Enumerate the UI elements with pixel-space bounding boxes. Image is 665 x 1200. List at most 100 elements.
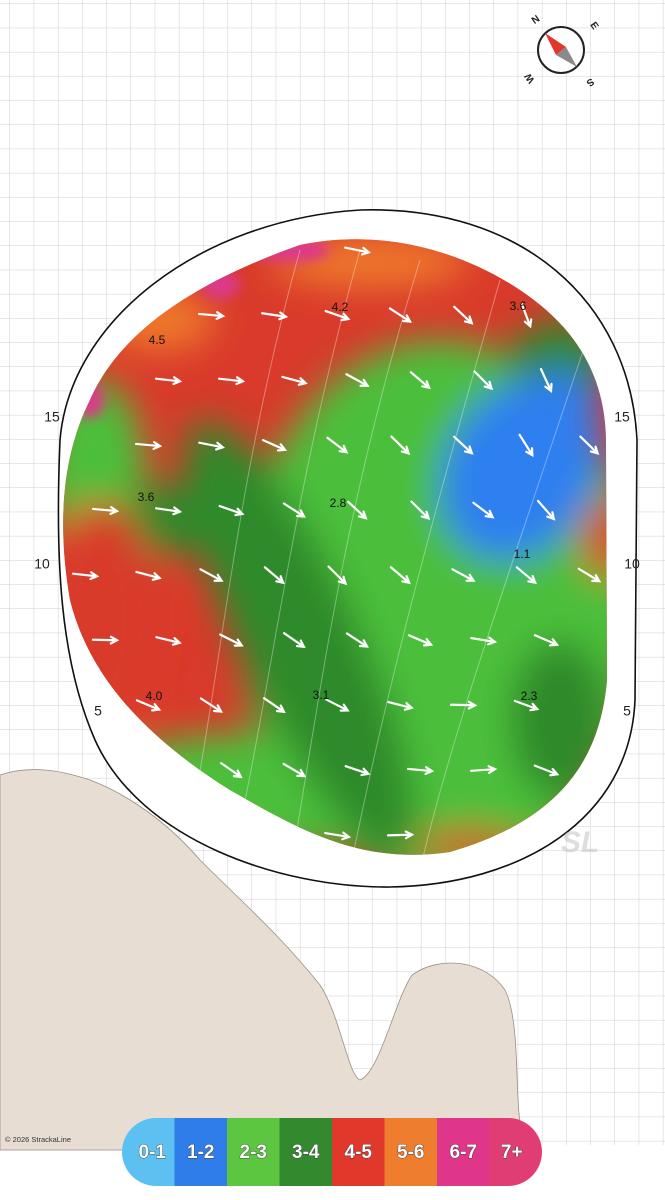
slope-arrow: [91, 506, 120, 515]
slope-arrow: [407, 634, 434, 647]
slope-arrow: [513, 699, 540, 712]
legend-label: 4-5: [345, 1142, 373, 1163]
slope-arrow: [406, 766, 435, 775]
slope-arrow: [515, 566, 537, 585]
slope-arrow: [154, 376, 183, 386]
legend-swatch: [174, 1118, 228, 1186]
legend-swatches: [122, 1118, 542, 1186]
legend-label: 2-3: [240, 1142, 267, 1163]
slope-arrow: [386, 830, 415, 840]
slope-arrow: [409, 371, 431, 390]
slope-arrow: [390, 435, 411, 456]
slope-arrow: [135, 570, 162, 581]
slope-arrow: [197, 311, 226, 320]
slope-label: 2.8: [330, 496, 347, 510]
slope-label: 4.2: [332, 300, 349, 314]
legend-label: 0-1: [139, 1142, 167, 1163]
slope-arrow: [533, 634, 560, 647]
slope-arrow: [469, 765, 498, 775]
slope-arrow: [345, 632, 370, 648]
slope-arrow: [536, 499, 556, 521]
slope-arrow: [326, 436, 349, 454]
legend: 0-1 1-2 2-3 3-4 4-5 5-6 6-7 7+: [122, 1118, 542, 1186]
legend-label: 3-4: [292, 1142, 320, 1163]
slope-arrow: [470, 636, 498, 646]
slope-arrow: [410, 500, 431, 521]
slope-arrow: [324, 309, 351, 322]
slope-arrow: [520, 302, 533, 329]
grid-label: 5: [623, 703, 631, 719]
legend-swatch: [227, 1118, 280, 1186]
slope-arrow: [518, 433, 534, 458]
legend-swatch: [384, 1118, 438, 1186]
slope-arrow: [344, 765, 371, 777]
watermark: SL: [561, 826, 599, 859]
slope-arrow: [539, 368, 553, 393]
slope-arrow: [453, 435, 474, 455]
grid-label: 15: [614, 409, 630, 425]
legend-swatch: [489, 1118, 542, 1186]
slope-label: 1.1: [514, 547, 531, 561]
slope-arrow: [283, 632, 306, 649]
slope-label: 3.6: [138, 490, 155, 504]
slope-arrow: [388, 307, 412, 323]
grid-label: 10: [34, 556, 50, 572]
slope-arrow: [155, 636, 182, 646]
legend-label: 5-6: [397, 1142, 424, 1163]
slope-arrow: [155, 506, 183, 516]
grid-label: 10: [624, 556, 640, 572]
slope-arrow: [325, 698, 350, 712]
grid-labels: 15 10 5 15 10 5: [34, 409, 640, 719]
legend-swatch: [437, 1118, 490, 1186]
slope-arrow: [135, 699, 162, 712]
slope-arrow: [261, 311, 289, 321]
slope-arrow: [219, 633, 244, 647]
slope-arrow: [198, 441, 226, 451]
slope-arrow: [71, 571, 100, 581]
slope-arrow: [577, 567, 602, 583]
slope-arrow: [282, 502, 307, 518]
slope-arrow: [324, 831, 352, 841]
legend-label: 7+: [501, 1142, 523, 1163]
slope-arrow: [389, 566, 411, 585]
slope-label: 4.5: [149, 333, 166, 347]
slope-arrow: [220, 762, 243, 779]
legend-swatch: [279, 1118, 333, 1186]
slope-arrow: [472, 501, 495, 519]
slope-arrow: [387, 701, 414, 711]
slope-arrow: [327, 565, 348, 586]
slope-arrows: [71, 246, 602, 841]
slope-arrow: [451, 568, 476, 582]
slope-arrow: [263, 697, 286, 714]
slope-arrow: [344, 246, 372, 256]
legend-swatch: [122, 1118, 175, 1186]
slope-arrow: [91, 635, 120, 645]
slope-arrow: [533, 764, 560, 777]
slope-arrow: [134, 441, 163, 450]
slope-arrow: [199, 697, 224, 713]
copyright: © 2026 StrackaLine: [5, 1135, 71, 1144]
grid-label: 5: [94, 703, 102, 719]
legend-label: 6-7: [450, 1142, 477, 1163]
slope-labels: 4.2 3.6 4.5 3.6 2.8 1.1 4.0 3.1 2.3: [138, 299, 538, 703]
slope-arrow: [473, 370, 494, 391]
legend-label: 1-2: [187, 1142, 214, 1163]
slope-label: 3.1: [313, 688, 330, 702]
slope-arrow: [218, 504, 245, 517]
slope-arrow: [347, 500, 368, 520]
slope-arrow: [217, 376, 246, 386]
slope-label: 2.3: [521, 689, 538, 703]
slope-arrow: [263, 566, 285, 585]
slope-arrow: [282, 762, 307, 778]
slope-arrow: [345, 373, 370, 387]
slope-label: 3.6: [510, 299, 527, 313]
slope-arrow: [199, 568, 224, 582]
slope-arrow: [449, 700, 478, 710]
slope-arrow: [281, 375, 308, 386]
slope-arrow: [261, 439, 288, 452]
slope-arrow: [579, 435, 600, 455]
legend-swatch: [332, 1118, 385, 1186]
bunker: [0, 769, 521, 1151]
slope-label: 4.0: [146, 689, 163, 703]
